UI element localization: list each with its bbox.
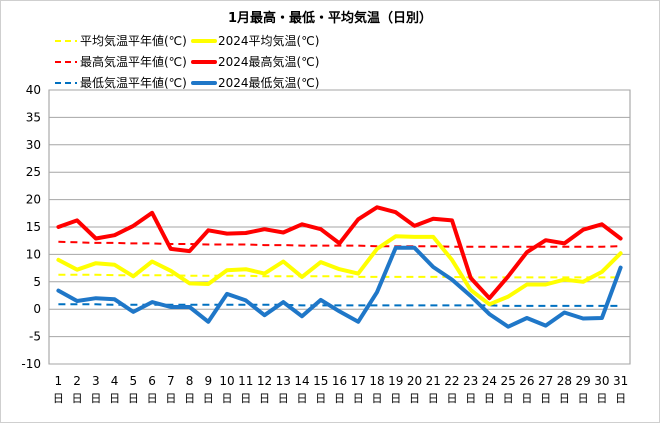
chart-title: 1月最高・最低・平均気温（日別） (228, 10, 432, 26)
x-tick-label: 30 (594, 374, 609, 388)
x-tick-label: 21 (426, 374, 441, 388)
x-tick-unit: 日 (334, 392, 345, 405)
x-tick-label: 27 (538, 374, 553, 388)
x-tick-unit: 日 (184, 392, 195, 405)
x-tick-unit: 日 (203, 392, 214, 405)
x-tick-unit: 日 (109, 392, 120, 405)
legend-label-1: 平均気温平年値(℃) (80, 33, 187, 48)
x-tick-unit: 日 (578, 392, 589, 405)
y-tick-label: 30 (26, 138, 41, 152)
y-tick-label: 40 (26, 83, 41, 97)
x-tick-label: 11 (238, 374, 253, 388)
x-tick-label: 18 (369, 374, 384, 388)
x-tick-label: 29 (576, 374, 591, 388)
x-tick-unit: 日 (240, 392, 251, 405)
series-line-5 (58, 303, 621, 307)
x-tick-unit: 日 (165, 392, 176, 405)
x-tick-unit: 日 (390, 392, 401, 405)
x-tick-unit: 日 (72, 392, 83, 405)
x-tick-unit: 日 (128, 392, 139, 405)
x-tick-unit: 日 (259, 392, 270, 405)
x-tick-label: 25 (501, 374, 516, 388)
y-tick-label: 0 (33, 302, 41, 316)
x-tick-label: 3 (92, 374, 100, 388)
y-tick-label: -5 (29, 330, 41, 344)
x-tick-unit: 日 (90, 392, 101, 405)
x-tick-unit: 日 (315, 392, 326, 405)
x-tick-unit: 日 (353, 392, 364, 405)
x-tick-unit: 日 (278, 392, 289, 405)
x-tick-label: 15 (313, 374, 328, 388)
x-tick-label: 5 (130, 374, 138, 388)
x-tick-label: 31 (613, 374, 628, 388)
x-tick-unit: 日 (596, 392, 607, 405)
x-tick-unit: 日 (521, 392, 532, 405)
y-tick-label: 25 (26, 165, 41, 179)
x-tick-label: 2 (73, 374, 81, 388)
x-tick-label: 22 (444, 374, 459, 388)
legend-label-4: 2024最高気温(℃) (218, 54, 319, 69)
series-line-3 (58, 240, 621, 248)
x-tick-unit: 日 (297, 392, 308, 405)
x-tick-label: 28 (557, 374, 572, 388)
x-tick-unit: 日 (465, 392, 476, 405)
y-tick-label: -10 (21, 357, 41, 371)
legend-label-5: 最低気温平年値(℃) (80, 75, 187, 90)
x-tick-unit: 日 (540, 392, 551, 405)
x-tick-label: 16 (332, 374, 347, 388)
x-tick-label: 23 (463, 374, 478, 388)
x-tick-label: 20 (407, 374, 422, 388)
x-tick-unit: 日 (371, 392, 382, 405)
legend-label-2: 2024平均気温(℃) (218, 33, 319, 48)
x-tick-unit: 日 (147, 392, 158, 405)
x-tick-label: 6 (148, 374, 156, 388)
x-tick-unit: 日 (428, 392, 439, 405)
x-tick-label: 8 (186, 374, 194, 388)
series-line-6 (56, 245, 623, 329)
series-line-1 (58, 273, 621, 279)
y-tick-label: 5 (33, 275, 41, 289)
y-tick-label: 35 (26, 110, 41, 124)
x-tick-unit: 日 (615, 392, 626, 405)
x-tick-unit: 日 (222, 392, 233, 405)
y-tick-label: 20 (26, 193, 41, 207)
x-tick-label: 12 (257, 374, 272, 388)
x-tick-unit: 日 (559, 392, 570, 405)
x-tick-label: 17 (351, 374, 366, 388)
y-tick-label: 10 (26, 247, 41, 261)
x-tick-label: 19 (388, 374, 403, 388)
x-tick-label: 4 (111, 374, 119, 388)
legend-label-6: 2024最低気温(℃) (218, 75, 319, 90)
x-tick-label: 1 (55, 374, 63, 388)
x-tick-label: 26 (519, 374, 534, 388)
x-tick-label: 24 (482, 374, 497, 388)
x-tick-label: 10 (219, 374, 234, 388)
x-tick-unit: 日 (446, 392, 457, 405)
series-line-4 (56, 205, 623, 301)
x-tick-unit: 日 (409, 392, 420, 405)
x-tick-unit: 日 (484, 392, 495, 405)
y-tick-label: 15 (26, 220, 41, 234)
x-tick-label: 9 (204, 374, 212, 388)
x-tick-label: 14 (294, 374, 309, 388)
x-tick-unit: 日 (503, 392, 514, 405)
legend-label-3: 最高気温平年値(℃) (80, 54, 187, 69)
series-line-2 (56, 234, 623, 307)
x-tick-unit: 日 (53, 392, 64, 405)
x-tick-label: 7 (167, 374, 175, 388)
x-tick-label: 13 (276, 374, 291, 388)
